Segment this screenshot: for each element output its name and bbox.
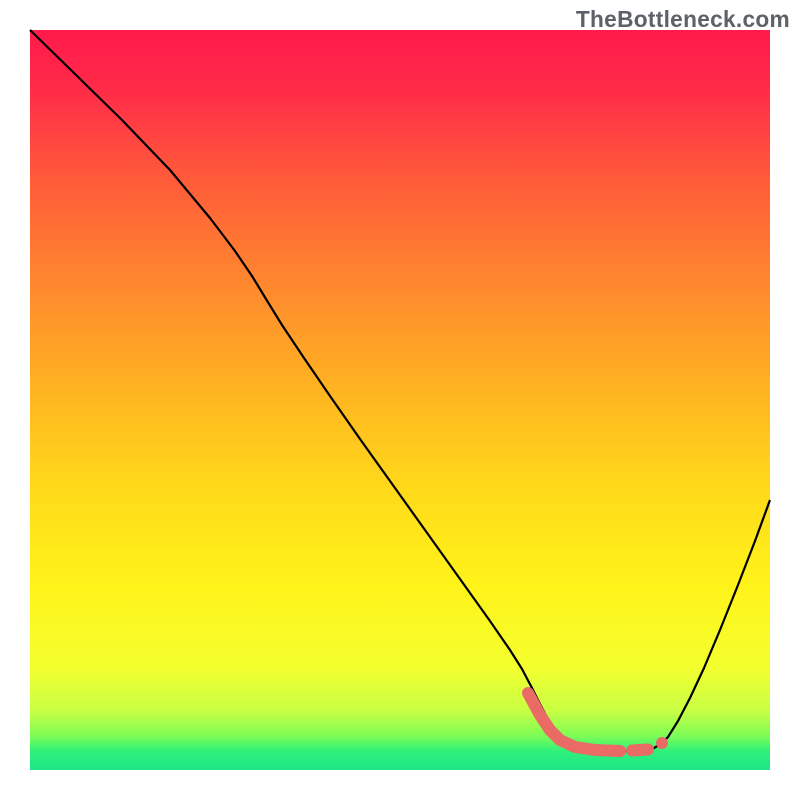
highlight-dot (656, 737, 668, 749)
highlight-dash (632, 750, 648, 751)
chart-stage: TheBottleneck.com (0, 0, 800, 800)
bottleneck-chart-svg (0, 0, 800, 800)
